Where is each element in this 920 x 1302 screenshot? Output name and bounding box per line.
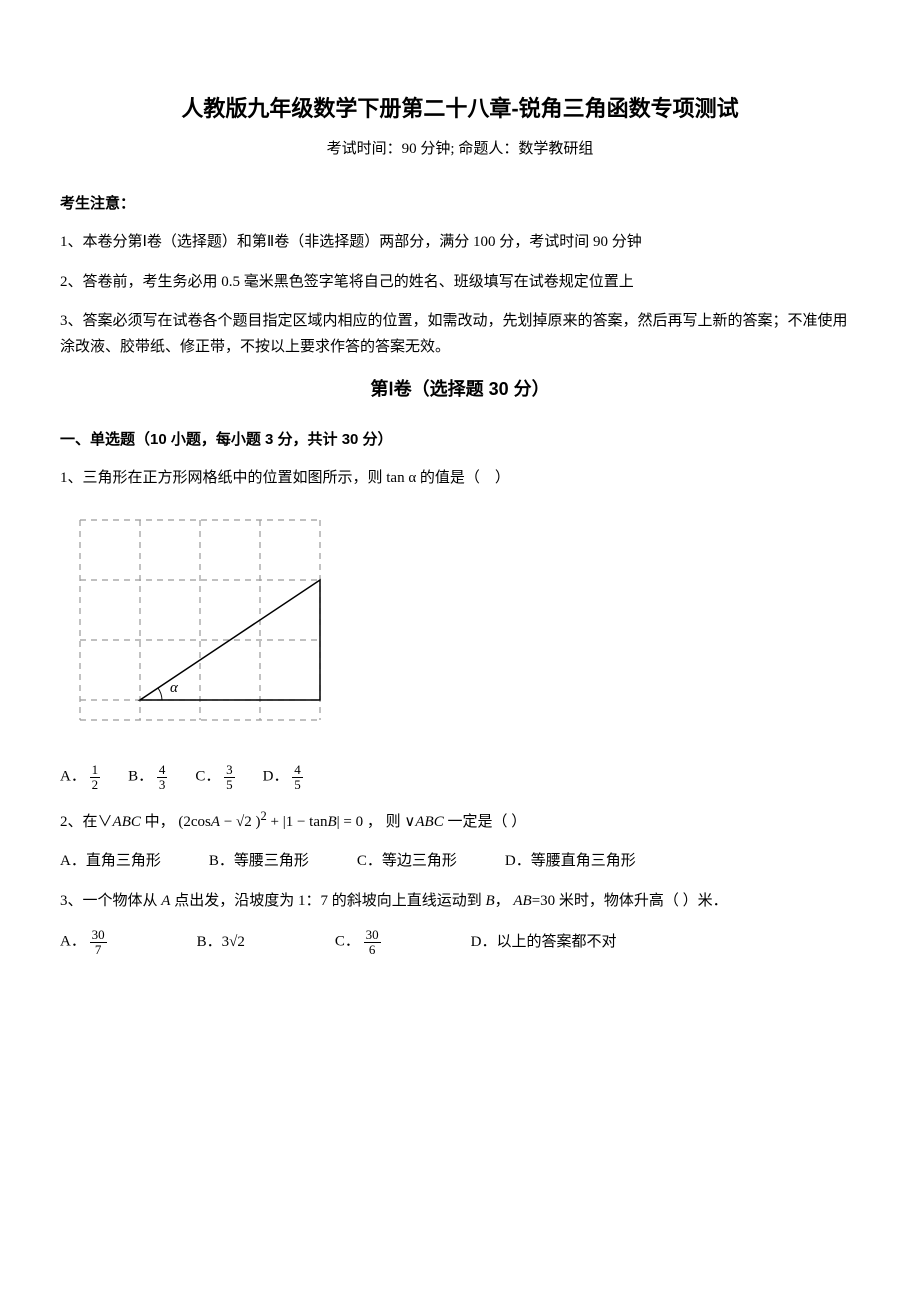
section1-heading: 一、单选题（10 小题，每小题 3 分，共计 30 分） bbox=[60, 427, 860, 453]
math-expr: (2cosA − √2 )2 + |1 − tanB| = 0 ， 则 bbox=[178, 814, 404, 830]
part1-heading: 第Ⅰ卷（选择题 30 分） bbox=[60, 374, 860, 405]
q3-opt-d[interactable]: D．以上的答案都不对 bbox=[471, 930, 617, 956]
q1-options: A． 1 2 B． 4 3 C． 3 5 D． 4 5 bbox=[60, 763, 860, 791]
q2-opt-d[interactable]: D．等腰直角三角形 bbox=[505, 849, 636, 875]
q3-stem: 3、一个物体从 A 点出发，沿坡度为 1：7 的斜坡向上直线运动到 B， AB=… bbox=[60, 889, 860, 915]
opt-label: C． bbox=[335, 934, 360, 950]
q2-opt-b[interactable]: B．等腰三角形 bbox=[209, 849, 309, 875]
triangle-icon: ∨ bbox=[98, 814, 113, 830]
q3-opt-b[interactable]: B．3√2 bbox=[197, 930, 245, 956]
q2-options: A．直角三角形 B．等腰三角形 C．等边三角形 D．等腰直角三角形 bbox=[60, 849, 860, 875]
fraction: 30 7 bbox=[90, 928, 107, 956]
q1-opt-d[interactable]: D． 4 5 bbox=[263, 763, 303, 791]
svg-text:α: α bbox=[170, 680, 179, 696]
opt-label: A． bbox=[60, 934, 86, 950]
fraction: 4 3 bbox=[157, 763, 168, 791]
opt-label: D． bbox=[263, 769, 289, 785]
fraction: 1 2 bbox=[90, 763, 101, 791]
opt-label: B． bbox=[128, 769, 153, 785]
q1-figure: α bbox=[70, 510, 860, 750]
q1-opt-c[interactable]: C． 3 5 bbox=[195, 763, 234, 791]
opt-label: A． bbox=[60, 769, 86, 785]
fraction: 3 5 bbox=[224, 763, 235, 791]
q2-stem: 2、在∨ABC 中， (2cosA − √2 )2 + |1 − tanB| =… bbox=[60, 806, 860, 836]
q1-opt-a[interactable]: A． 1 2 bbox=[60, 763, 100, 791]
q3-options: A． 30 7 B．3√2 C． 30 6 D．以上的答案都不对 bbox=[60, 928, 860, 956]
fraction: 4 5 bbox=[292, 763, 303, 791]
q1-opt-b[interactable]: B． 4 3 bbox=[128, 763, 167, 791]
notice-line-2: 2、答卷前，考生务必用 0.5 毫米黑色签字笔将自己的姓名、班级填写在试卷规定位… bbox=[60, 270, 860, 296]
notice-heading: 考生注意： bbox=[60, 191, 860, 217]
page-title: 人教版九年级数学下册第二十八章-锐角三角函数专项测试 bbox=[60, 90, 860, 127]
q1-stem: 1、三角形在正方形网格纸中的位置如图所示，则 tan α 的值是（ ） bbox=[60, 466, 860, 492]
q2-opt-c[interactable]: C．等边三角形 bbox=[357, 849, 457, 875]
notice-line-1: 1、本卷分第Ⅰ卷（选择题）和第Ⅱ卷（非选择题）两部分，满分 100 分，考试时间… bbox=[60, 230, 860, 256]
q3-opt-c[interactable]: C． 30 6 bbox=[335, 928, 381, 956]
notice-line-3: 3、答案必须写在试卷各个题目指定区域内相应的位置，如需改动，先划掉原来的答案，然… bbox=[60, 309, 860, 360]
opt-label: B． bbox=[197, 934, 222, 950]
fraction: 30 6 bbox=[364, 928, 381, 956]
q2-opt-a[interactable]: A．直角三角形 bbox=[60, 849, 161, 875]
grid-diagram: α bbox=[70, 510, 390, 740]
opt-label: C． bbox=[195, 769, 220, 785]
triangle-icon: ∨ bbox=[404, 814, 415, 830]
page-subtitle: 考试时间：90 分钟; 命题人：数学教研组 bbox=[60, 137, 860, 163]
q3-opt-a[interactable]: A． 30 7 bbox=[60, 928, 107, 956]
